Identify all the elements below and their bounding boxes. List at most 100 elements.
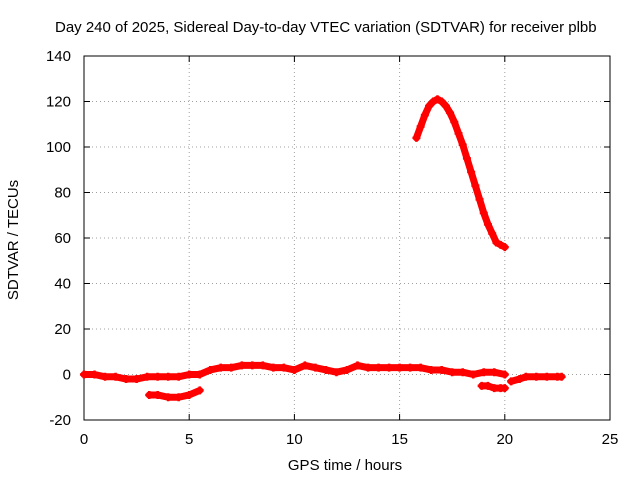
data-point <box>496 240 505 249</box>
data-point <box>458 368 467 377</box>
data-series <box>412 95 509 252</box>
y-tick-label: -20 <box>49 412 71 429</box>
data-point <box>469 370 478 379</box>
data-series <box>80 361 509 384</box>
data-point <box>279 363 288 372</box>
data-point <box>374 363 383 372</box>
data-point <box>416 363 425 372</box>
data-point <box>429 97 438 106</box>
data-trace <box>412 95 509 251</box>
x-tick-label: 20 <box>496 431 513 448</box>
data-point <box>269 363 278 372</box>
x-tick-label: 10 <box>286 431 303 448</box>
data-point <box>479 368 488 377</box>
data-point <box>490 368 499 377</box>
data-point <box>122 375 131 384</box>
data-point <box>427 365 436 374</box>
data-point <box>521 372 530 381</box>
data-point <box>515 375 524 384</box>
y-tick-label: 120 <box>46 94 71 111</box>
data-point <box>437 97 446 106</box>
data-point <box>185 370 194 379</box>
data-point <box>458 140 467 149</box>
data-point <box>500 243 509 252</box>
data-point <box>164 393 173 402</box>
data-point <box>111 372 120 381</box>
y-tick-label: 0 <box>63 367 71 384</box>
data-point <box>425 102 434 111</box>
tick-label-layer: 0 5 10 15 20 25 -20 0 20 40 60 80 100 120 140 <box>46 48 618 448</box>
data-point <box>353 361 362 370</box>
data-point <box>90 370 99 379</box>
data-point <box>258 361 267 370</box>
data-point <box>195 370 204 379</box>
data-point <box>216 363 225 372</box>
data-point <box>143 372 152 381</box>
y-tick-label: 60 <box>54 230 71 247</box>
data-point <box>450 117 459 126</box>
y-tick-label: 80 <box>54 185 71 202</box>
data-point <box>462 154 471 163</box>
data-point <box>454 129 463 138</box>
data-point <box>164 372 173 381</box>
y-tick-label: 40 <box>54 276 71 293</box>
chart-title: Day 240 of 2025, Sidereal Day-to-day VTE… <box>55 19 597 36</box>
data-point <box>321 365 330 374</box>
data-point <box>300 361 309 370</box>
data-point <box>185 390 194 399</box>
data-point <box>446 108 455 117</box>
data-point <box>416 122 425 131</box>
data-point <box>195 386 204 395</box>
data-layer <box>80 95 566 402</box>
y-tick-label: 140 <box>46 48 71 65</box>
data-point <box>343 365 351 374</box>
data-point <box>311 363 320 372</box>
data-series <box>507 372 566 386</box>
data-point <box>290 365 299 374</box>
x-tick-label: 0 <box>80 431 88 448</box>
data-point <box>557 372 566 381</box>
data-point <box>507 377 516 386</box>
data-point <box>364 363 373 372</box>
data-point <box>332 368 341 377</box>
data-point <box>483 220 492 229</box>
data-point <box>174 372 183 381</box>
data-point <box>492 238 501 247</box>
data-point <box>248 361 257 370</box>
data-series <box>477 381 509 393</box>
x-tick-label: 15 <box>391 431 408 448</box>
data-point <box>174 393 183 402</box>
grid-layer <box>84 56 610 420</box>
data-point <box>448 368 457 377</box>
data-point <box>500 384 509 393</box>
data-point <box>412 133 421 142</box>
data-point <box>101 372 110 381</box>
data-point <box>145 390 154 399</box>
data-point <box>153 390 162 399</box>
data-point <box>542 372 551 381</box>
data-point <box>227 363 236 372</box>
data-point <box>420 111 429 120</box>
data-point <box>385 363 394 372</box>
data-point <box>237 361 246 370</box>
x-tick-label: 5 <box>185 431 193 448</box>
data-point <box>471 181 480 190</box>
data-point <box>475 195 484 204</box>
data-point <box>80 370 88 379</box>
data-point <box>479 208 488 217</box>
tick-layer <box>83 55 611 421</box>
data-point <box>433 95 442 104</box>
x-tick-label: 25 <box>602 431 619 448</box>
data-point <box>532 372 541 381</box>
data-point <box>437 365 446 374</box>
data-point <box>467 168 476 177</box>
data-point <box>488 229 497 238</box>
data-point <box>441 102 450 111</box>
data-series <box>145 386 204 402</box>
data-point <box>132 375 141 384</box>
data-point <box>483 381 492 390</box>
data-point <box>206 365 215 374</box>
x-axis-label: GPS time / hours <box>288 457 402 474</box>
data-point <box>500 370 509 379</box>
